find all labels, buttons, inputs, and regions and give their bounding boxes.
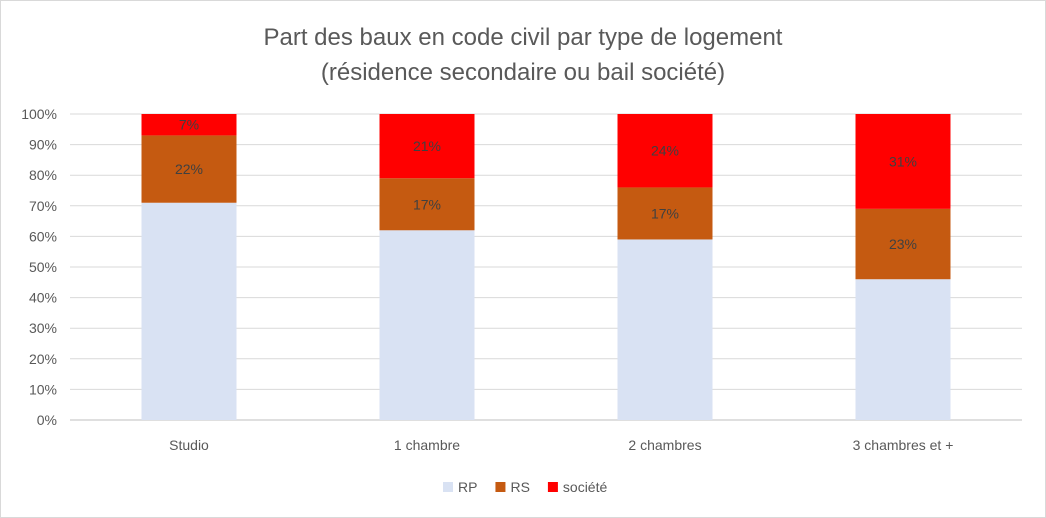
bar-société: [617, 114, 713, 188]
data-label: 17%: [413, 196, 441, 212]
x-tick-label: Studio: [169, 437, 209, 453]
y-tick-label: 40%: [29, 290, 57, 306]
x-tick-label: 2 chambres: [628, 437, 701, 453]
legend-label: société: [563, 479, 608, 495]
y-tick-label: 80%: [29, 167, 57, 183]
bar-société: [379, 114, 475, 179]
x-tick-label: 1 chambre: [394, 437, 460, 453]
data-label: 22%: [175, 161, 203, 177]
y-tick-label: 10%: [29, 381, 57, 397]
data-label: 21%: [413, 138, 441, 154]
legend-label: RP: [458, 479, 477, 495]
chart-subtitle: (résidence secondaire ou bail société): [321, 59, 725, 86]
bar-RS: [141, 135, 237, 203]
bar-RP: [379, 230, 475, 420]
y-tick-label: 90%: [29, 137, 57, 153]
data-label: 23%: [889, 236, 917, 252]
bar-RS: [379, 178, 475, 231]
y-tick-label: 100%: [21, 106, 57, 122]
data-label: 24%: [651, 143, 679, 159]
x-tick-label: 3 chambres et +: [853, 437, 954, 453]
legend-swatch-RS: [495, 482, 506, 492]
bar-RS: [617, 187, 713, 240]
data-label: 31%: [889, 153, 917, 169]
bar-société: [855, 114, 951, 209]
data-label: 17%: [651, 205, 679, 221]
bar-RS: [855, 208, 951, 280]
bar-société: [141, 114, 237, 136]
bar-RP: [855, 279, 951, 420]
legend-label: RS: [510, 479, 529, 495]
y-tick-label: 70%: [29, 198, 57, 214]
chart-title: Part des baux en code civil par type de …: [264, 24, 783, 51]
y-tick-label: 50%: [29, 259, 57, 275]
y-tick-label: 60%: [29, 228, 57, 244]
y-tick-label: 0%: [37, 412, 57, 428]
legend-swatch-RP: [443, 482, 453, 492]
legend-swatch-société: [547, 482, 558, 492]
bar-RP: [141, 202, 237, 420]
data-label: 7%: [179, 117, 199, 133]
bar-RP: [617, 239, 713, 420]
y-tick-label: 20%: [29, 351, 57, 367]
y-tick-label: 30%: [29, 320, 57, 336]
